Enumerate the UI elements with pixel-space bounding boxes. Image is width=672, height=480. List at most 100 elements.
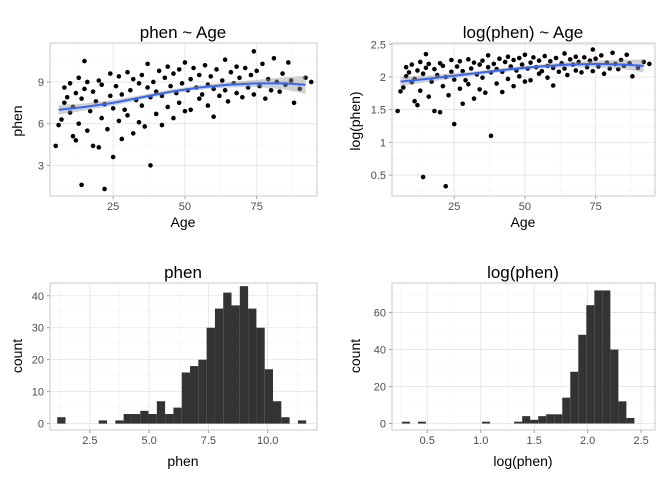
- data-point: [139, 103, 145, 108]
- plot-panel: 25 50 75 3 6 9: [38, 42, 318, 213]
- y-tick-label: 40: [374, 345, 386, 357]
- data-point: [449, 69, 454, 75]
- data-point: [446, 93, 451, 98]
- data-point: [426, 94, 432, 99]
- data-point: [251, 49, 257, 54]
- y-axis-label: log(phen): [347, 91, 363, 150]
- x-axis-label: log(phen): [493, 453, 552, 469]
- data-point: [303, 75, 308, 81]
- data-point: [93, 99, 99, 104]
- data-point: [73, 90, 79, 96]
- x-axis-label: phen: [167, 453, 198, 469]
- histogram-bar: [131, 414, 141, 424]
- data-point: [502, 59, 508, 65]
- data-point: [222, 57, 228, 62]
- data-point: [171, 115, 176, 121]
- data-point: [67, 110, 73, 115]
- data-point: [610, 50, 615, 56]
- data-point: [159, 122, 165, 128]
- histogram-bar: [586, 305, 595, 424]
- plot-marks: [401, 290, 635, 424]
- data-point: [494, 81, 499, 86]
- data-point: [153, 111, 159, 117]
- data-point: [62, 85, 67, 90]
- data-point: [528, 77, 533, 83]
- data-point: [528, 60, 533, 65]
- x-tick-label: 0.5: [420, 435, 435, 447]
- data-point: [110, 154, 116, 160]
- data-point: [457, 86, 463, 92]
- data-point: [308, 79, 314, 85]
- chart-title: log(phen) ~ Age: [463, 23, 584, 42]
- data-point: [159, 93, 165, 99]
- data-point: [214, 67, 219, 72]
- data-point: [130, 76, 136, 82]
- x-tick-label: 50: [179, 201, 191, 213]
- data-point: [148, 163, 153, 168]
- histogram-bar: [417, 421, 426, 424]
- chart-title: phen: [164, 263, 202, 282]
- x-tick-label: 7.5: [201, 435, 216, 447]
- data-point: [297, 86, 303, 92]
- y-tick-label: 0: [38, 419, 44, 431]
- data-point: [102, 186, 107, 192]
- data-point: [217, 93, 222, 99]
- data-point: [423, 65, 429, 71]
- data-point: [171, 71, 176, 76]
- histogram-bar: [239, 286, 249, 424]
- data-point: [82, 58, 87, 64]
- data-point: [265, 76, 271, 82]
- data-point: [165, 64, 171, 69]
- data-point: [165, 104, 171, 110]
- data-point: [553, 55, 559, 61]
- data-point: [125, 113, 130, 118]
- histogram-bar: [148, 414, 157, 424]
- histogram-bar: [522, 416, 531, 424]
- data-point: [601, 71, 607, 77]
- data-point: [222, 87, 228, 93]
- data-point: [248, 72, 254, 78]
- smooth-trend-line: [400, 62, 644, 83]
- data-point: [208, 74, 214, 79]
- x-tick-label: 1.0: [473, 435, 488, 447]
- data-point: [119, 92, 125, 97]
- data-point: [579, 70, 584, 75]
- x-tick-label: 25: [448, 201, 460, 213]
- y-tick-label: 40: [32, 291, 44, 303]
- data-point: [499, 89, 505, 95]
- histogram-phen: 2.5 5.0 7.5 10.0 0 10 20 30 40 phen phen count: [9, 263, 318, 469]
- data-point: [125, 69, 130, 75]
- confidence-band: [58, 75, 306, 115]
- histogram-bar: [98, 420, 108, 424]
- data-point: [590, 47, 596, 52]
- data-point: [403, 64, 409, 70]
- data-point: [153, 89, 159, 94]
- data-point: [271, 56, 277, 61]
- y-tick-label: 9: [38, 77, 44, 89]
- data-point: [403, 74, 409, 79]
- data-point: [485, 53, 491, 58]
- plot-panel: 25 50 75 0.5 1 1.5 2 2.5: [371, 39, 656, 213]
- x-tick-label: 75: [251, 201, 263, 213]
- histogram-bar: [256, 327, 265, 424]
- data-point: [105, 126, 110, 132]
- plot-marks: [395, 47, 652, 189]
- data-point: [202, 62, 208, 68]
- data-point: [182, 60, 188, 65]
- data-point: [56, 122, 61, 128]
- data-point: [191, 65, 196, 71]
- plot-panel: 0.5 1.0 1.5 2.0 2.5 0 20 40 60: [374, 282, 656, 447]
- data-point: [451, 121, 457, 127]
- data-point: [85, 79, 90, 85]
- scatter-plot-logphen-age: 25 50 75 0.5 1 1.5 2 2.5 log(phen) ~ Age Age lo…: [347, 23, 656, 230]
- data-point: [624, 52, 630, 58]
- data-point: [99, 115, 104, 121]
- data-point: [522, 52, 528, 58]
- data-point: [596, 64, 601, 69]
- data-point: [110, 106, 116, 111]
- data-point: [139, 72, 145, 78]
- confidence-band: [400, 59, 644, 87]
- x-tick-label: 2.5: [633, 435, 648, 447]
- x-tick-label: 25: [107, 201, 119, 213]
- data-point: [412, 98, 417, 104]
